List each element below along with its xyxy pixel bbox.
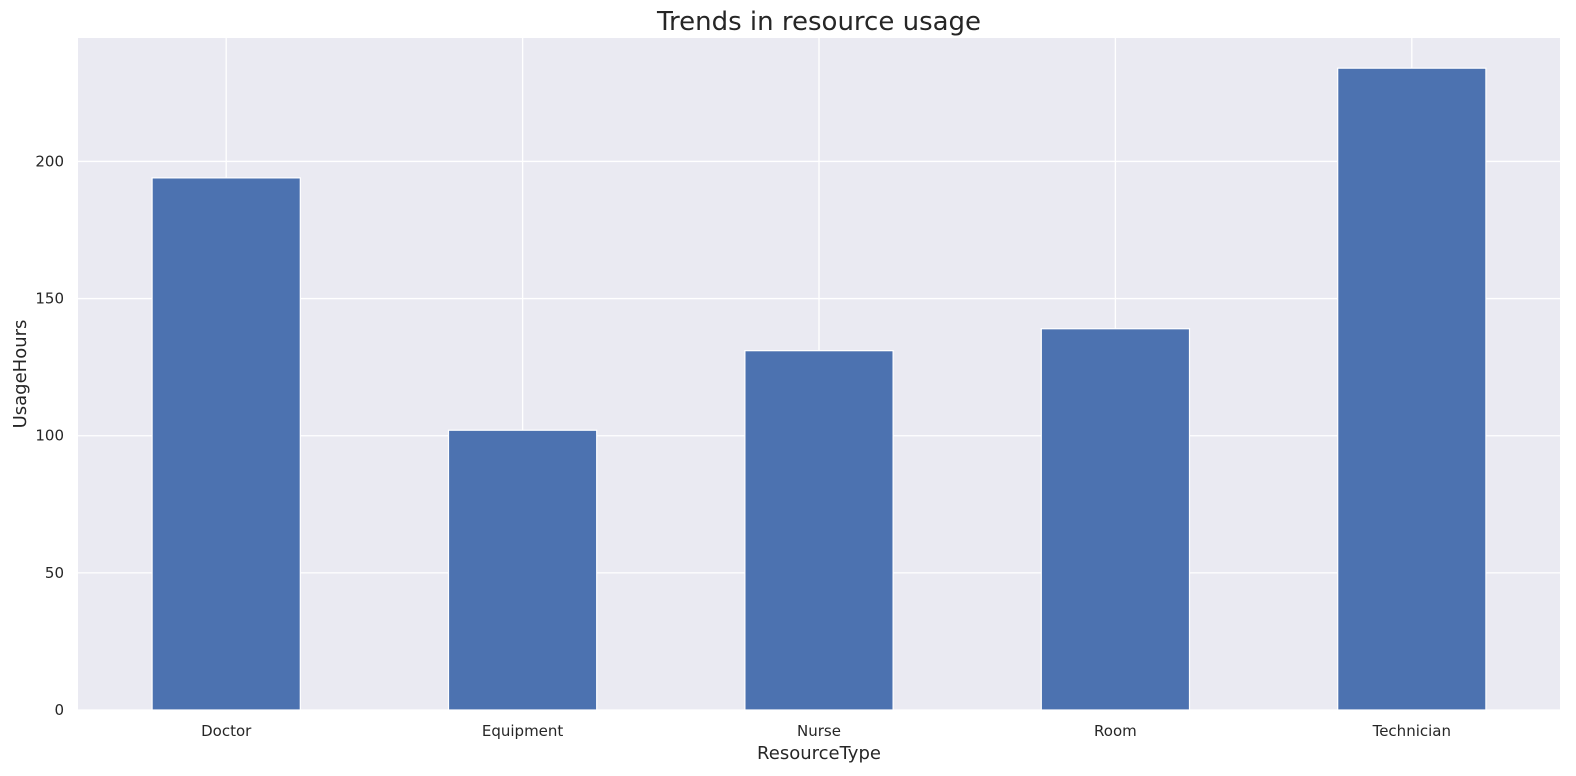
x-tick-label: Equipment (482, 722, 564, 740)
y-tick-label: 200 (35, 152, 64, 170)
bar-technician (1337, 67, 1487, 711)
x-axis-label: ResourceType (757, 743, 881, 764)
x-tick-label: Doctor (201, 722, 252, 740)
chart-title: Trends in resource usage (656, 7, 981, 37)
y-tick-labels: 0 50 100 150 200 (35, 152, 64, 719)
y-tick-label: 100 (35, 427, 64, 445)
bar-nurse (744, 350, 894, 711)
y-tick-label: 50 (45, 564, 64, 582)
x-tick-label: Nurse (797, 722, 841, 740)
bar-room (1040, 328, 1191, 711)
bars (151, 67, 1487, 711)
x-tick-label: Room (1094, 722, 1137, 740)
y-tick-label: 0 (54, 701, 64, 719)
bar-doctor (151, 177, 301, 711)
y-axis-label: UsageHours (10, 320, 31, 429)
bar-equipment (447, 429, 598, 711)
x-tick-labels: Doctor Equipment Nurse Room Technician (201, 722, 1451, 740)
x-tick-label: Technician (1372, 722, 1451, 740)
y-tick-label: 150 (35, 290, 64, 308)
